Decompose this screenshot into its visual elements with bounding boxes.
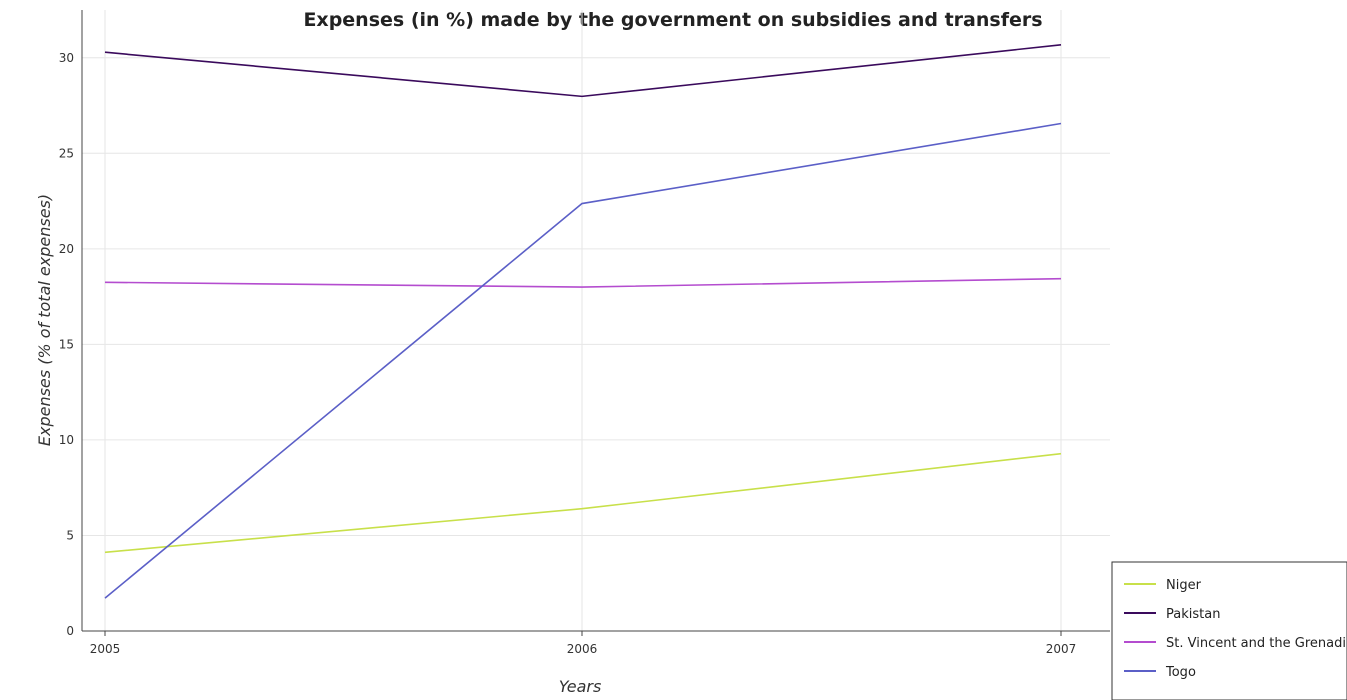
y-tick-label: 5: [66, 528, 74, 542]
chart-title: Expenses (in %) made by the government o…: [303, 9, 1042, 31]
x-tick-label: 2006: [567, 642, 598, 656]
series-line-st-vincent-and-the-grenadines: [104, 277, 1062, 288]
legend-label: Pakistan: [1166, 607, 1220, 622]
x-tick-label: 2005: [90, 642, 121, 656]
series-line-pakistan: [104, 43, 1062, 98]
legend-label: Niger: [1166, 578, 1202, 593]
series-line-niger: [104, 452, 1062, 554]
y-tick-label: 30: [59, 51, 74, 65]
legend: Niger Pakistan St. Vincent and the Grenadi…: [1111, 561, 1347, 700]
series-line-togo: [104, 122, 1062, 599]
y-tick-label: 10: [59, 433, 74, 447]
y-tick-label: 0: [66, 624, 74, 638]
x-axis-label: Years: [559, 677, 602, 696]
y-tick-label: 15: [59, 337, 74, 351]
x-tick-labels: 2005 2006 2007: [90, 631, 1077, 656]
y-tick-label: 20: [59, 242, 74, 256]
series-layer: [104, 43, 1062, 599]
grid-lines: [82, 10, 1110, 632]
legend-label: St. Vincent and the Grenadines: [1166, 636, 1347, 651]
x-tick-label: 2007: [1046, 642, 1077, 656]
legend-label: Togo: [1165, 665, 1196, 680]
legend-box: [1111, 561, 1347, 700]
y-axis-label: Expenses (% of total expenses): [35, 194, 54, 446]
y-tick-label: 25: [59, 146, 74, 160]
y-tick-labels: 0 5 10 15 20 25 30: [59, 51, 74, 638]
